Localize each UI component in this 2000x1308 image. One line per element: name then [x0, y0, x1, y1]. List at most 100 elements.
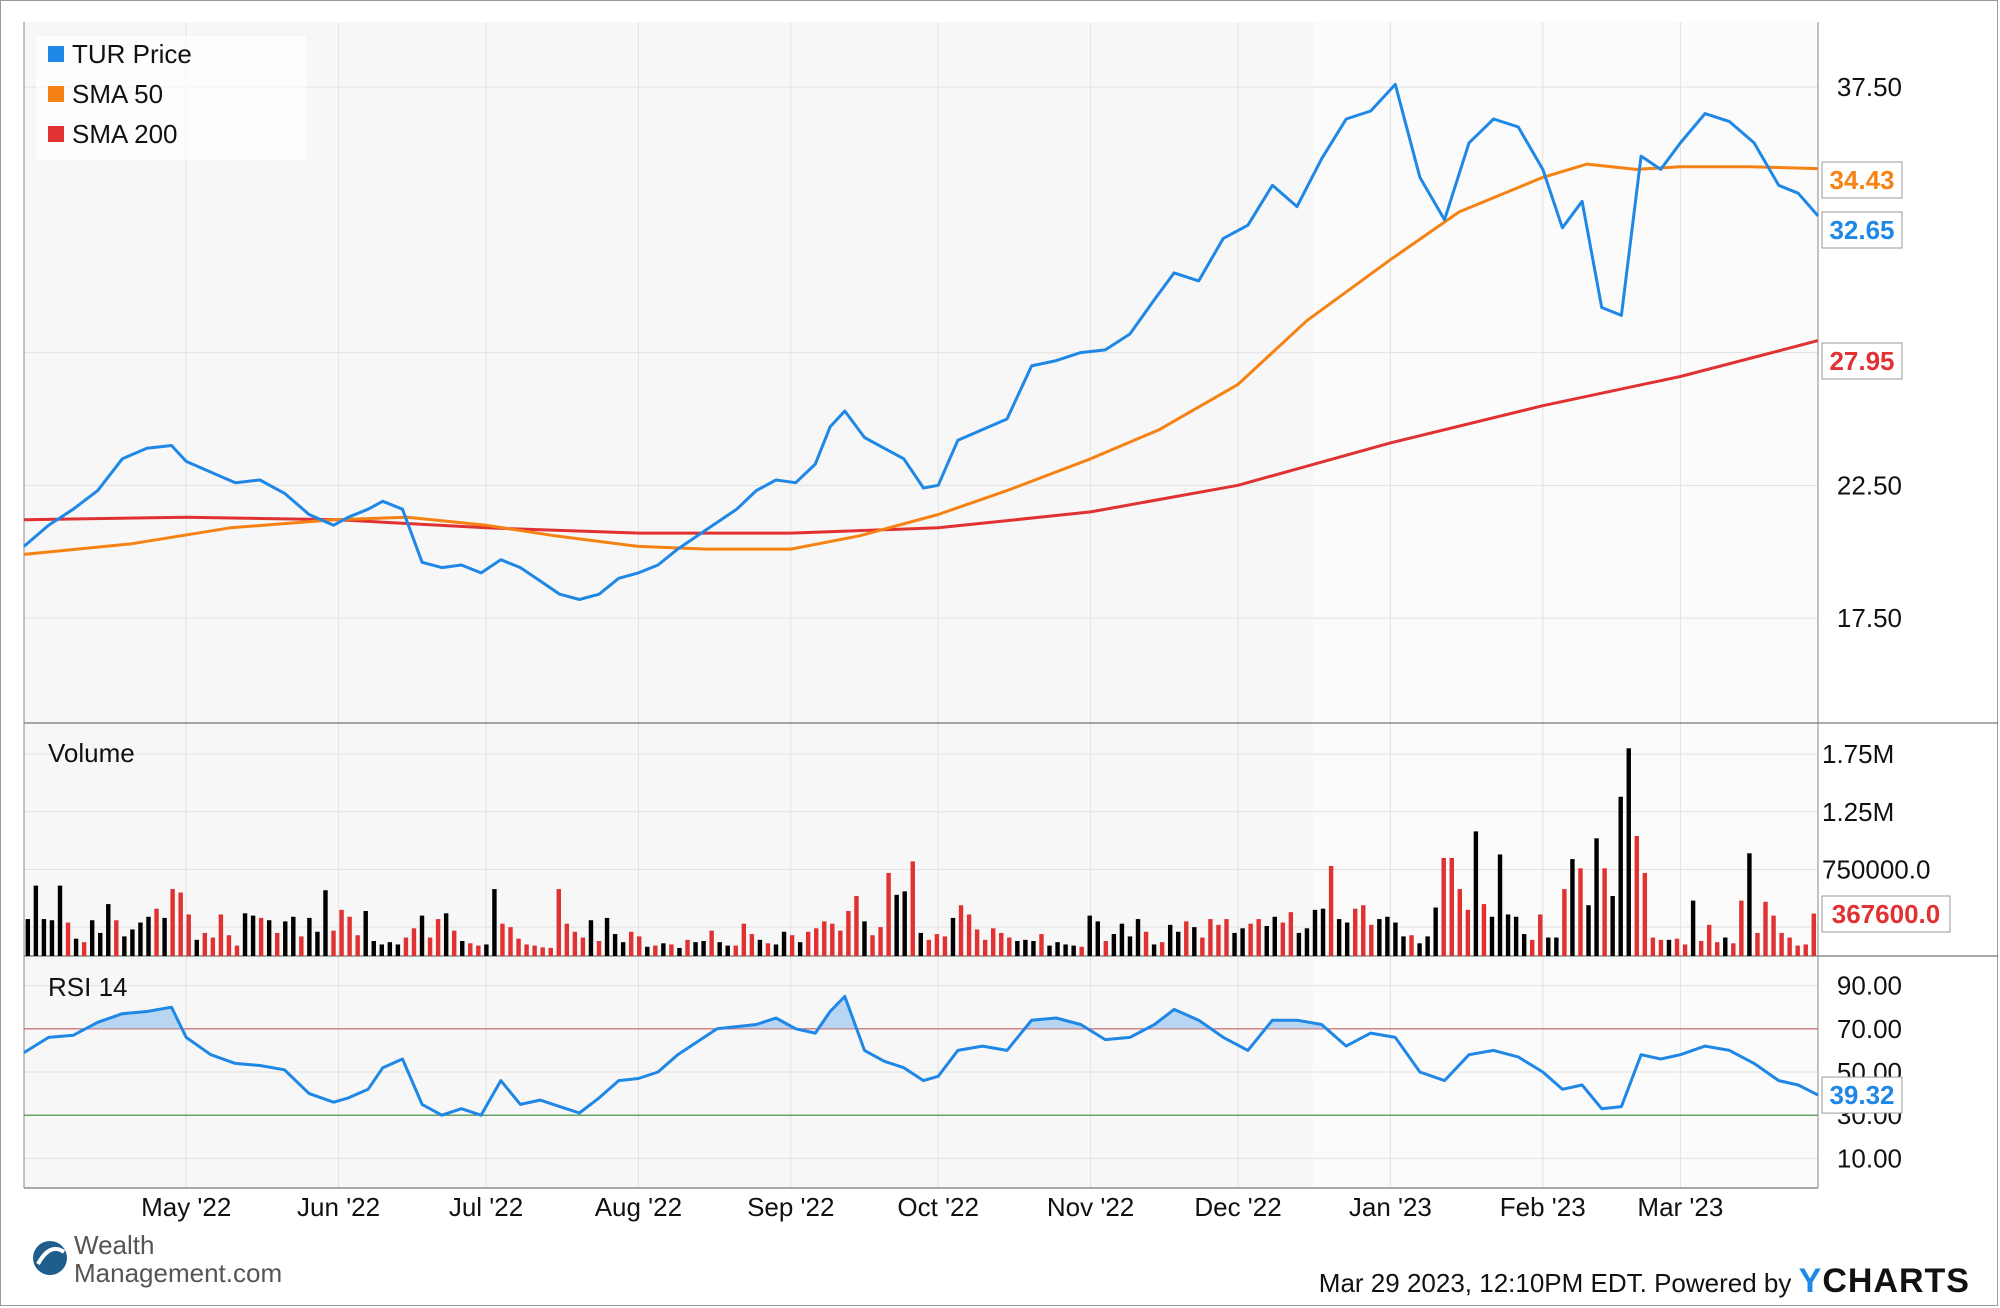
volume-bar	[1723, 937, 1728, 956]
volume-bar	[1312, 909, 1318, 956]
volume-bar	[411, 928, 417, 956]
volume-bar	[781, 931, 787, 956]
volume-bar	[1570, 859, 1575, 956]
volume-bar	[1344, 922, 1350, 956]
volume-bar	[773, 944, 779, 956]
volume-bar	[1135, 919, 1141, 956]
volume-bar	[1658, 939, 1664, 956]
tur-price-last-value: 32.65	[1821, 211, 1903, 249]
last-value-box	[1821, 211, 1903, 249]
volume-bar	[347, 916, 352, 956]
volume-bar	[98, 932, 103, 956]
volume-bar	[500, 923, 505, 956]
volume-bar	[950, 917, 956, 956]
volume-bar	[854, 896, 859, 956]
volume-bar	[234, 945, 240, 956]
volume-bar	[1787, 937, 1792, 956]
volume-bar	[830, 923, 835, 956]
volume-bar	[419, 915, 425, 956]
volume-bar	[1739, 900, 1744, 956]
legend-label: SMA 200	[72, 119, 178, 149]
volume-bar	[1240, 928, 1245, 956]
volume-bar	[556, 889, 561, 956]
sma50-last-value: 34.43	[1821, 161, 1903, 199]
last-value-text: 27.95	[1829, 346, 1894, 376]
volume-bar	[1304, 928, 1310, 956]
volume-bar	[1184, 921, 1189, 956]
last-value-box	[1821, 342, 1903, 380]
volume-bar	[1546, 937, 1551, 956]
volume-bar	[1602, 868, 1607, 956]
volume-bar	[942, 936, 948, 956]
volume-bar	[1119, 923, 1125, 956]
volume-bar	[516, 938, 521, 956]
volume-bar	[870, 935, 875, 956]
volume-bar	[757, 939, 763, 956]
footer-timestamp: Mar 29 2023, 12:10PM EDT.	[1318, 1268, 1647, 1298]
volume-bar	[604, 917, 610, 956]
volume-bar	[451, 930, 457, 956]
volume-bar	[1007, 937, 1012, 956]
volume-bar	[596, 941, 602, 956]
volume-bar	[677, 947, 682, 956]
volume-bar	[1747, 853, 1752, 956]
x-tick-label: Feb '23	[1500, 1192, 1586, 1222]
volume-bar	[1521, 934, 1527, 956]
volume-bar	[628, 931, 634, 956]
volume-bar	[492, 889, 497, 956]
volume-bar	[1698, 941, 1704, 956]
volume-bar	[508, 927, 513, 956]
sma200-last-value: 27.95	[1821, 342, 1903, 380]
logo-line2: Management.com	[74, 1258, 282, 1288]
volume-bar	[805, 931, 811, 956]
volume-bar	[1409, 935, 1414, 956]
legend-box	[36, 36, 306, 160]
volume-bar	[1811, 913, 1816, 956]
rsi-tick-label: 90.00	[1837, 971, 1902, 1001]
volume-bar	[1328, 866, 1334, 956]
volume-bar	[1288, 912, 1294, 956]
volume-bar	[1650, 937, 1656, 956]
volume-bar	[1232, 932, 1237, 956]
volume-bar	[395, 944, 401, 956]
volume-bar	[299, 936, 304, 956]
volume-bar	[1361, 905, 1366, 956]
volume-bar	[1385, 916, 1390, 956]
volume-bar	[403, 937, 409, 956]
volume-bar	[1159, 942, 1165, 956]
volume-bar	[749, 934, 755, 956]
volume-bar	[1425, 936, 1430, 956]
rsi-tick-label: 70.00	[1837, 1014, 1902, 1044]
rsi-tick-label: 10.00	[1837, 1143, 1902, 1173]
x-tick-label: Nov '22	[1047, 1192, 1134, 1222]
volume-bar	[1071, 945, 1076, 956]
volume-bar	[669, 944, 674, 956]
x-tick-label: Jan '23	[1349, 1192, 1432, 1222]
volume-bar	[661, 943, 666, 956]
last-value-text: 367600.0	[1832, 899, 1940, 929]
volume-bar	[1417, 943, 1422, 956]
volume-bar	[693, 942, 698, 956]
volume-bar	[170, 889, 175, 956]
volume-bar	[1610, 896, 1615, 956]
volume-bar	[331, 930, 336, 956]
volume-bar	[685, 939, 690, 956]
volume-bar	[532, 945, 537, 956]
volume-bar	[1666, 939, 1672, 956]
volume-bar	[242, 913, 248, 956]
volume-last-value: 367600.0	[1821, 895, 1951, 933]
footer-attribution: Mar 29 2023, 12:10PM EDT. Powered by YCH…	[1319, 1262, 1970, 1301]
volume-bar	[443, 913, 449, 956]
volume-bar	[886, 872, 891, 956]
volume-bar	[1296, 932, 1302, 956]
volume-bar	[564, 923, 570, 956]
volume-bar	[822, 921, 827, 956]
rsi-title: RSI 14	[48, 972, 128, 1002]
price-tick-label: 22.50	[1837, 470, 1902, 500]
volume-bar	[709, 930, 714, 956]
volume-bar	[323, 890, 328, 956]
volume-bar	[1031, 941, 1036, 956]
volume-bar	[572, 931, 578, 956]
volume-bar	[814, 928, 819, 956]
volume-bar	[1039, 934, 1044, 956]
